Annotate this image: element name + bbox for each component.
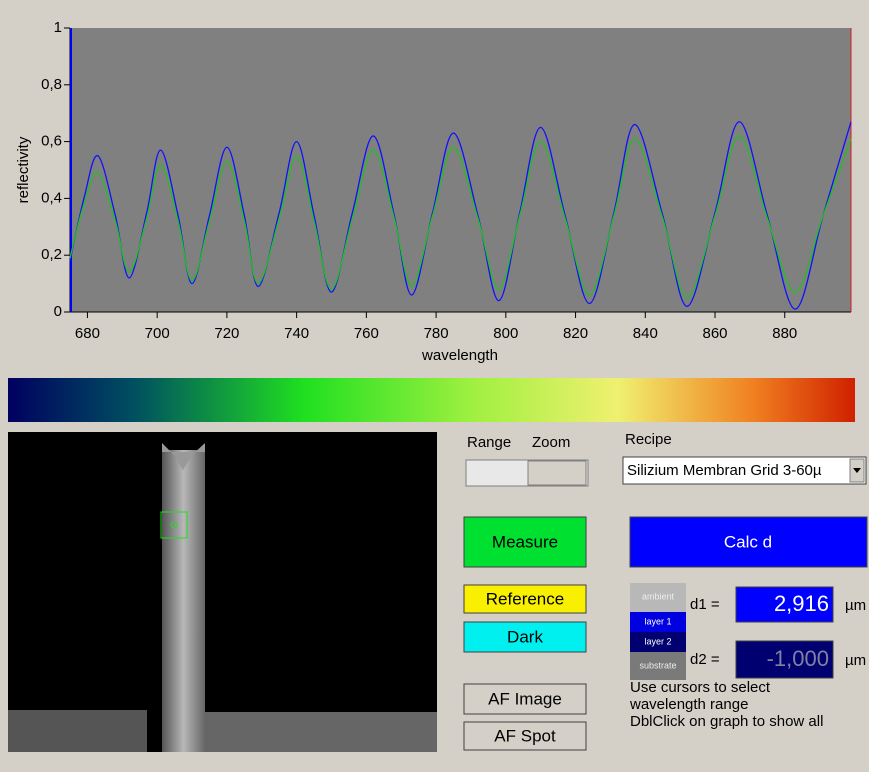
help-text: DblClick on graph to show all xyxy=(630,713,823,730)
x-tick-label: 880 xyxy=(772,325,797,342)
recipe-label: Recipe xyxy=(625,431,672,448)
y-tick-label: 0,4 xyxy=(41,189,62,206)
x-tick-label: 740 xyxy=(284,325,309,342)
d2-value: -1,000 xyxy=(767,646,829,671)
y-axis-label: reflectivity xyxy=(15,136,32,203)
frame-left xyxy=(8,710,147,752)
af-image-text: AF Image xyxy=(488,689,562,708)
help-text: wavelength range xyxy=(629,696,748,713)
camera-view xyxy=(8,432,437,752)
layer-label: layer 2 xyxy=(644,636,671,646)
y-tick-label: 0,6 xyxy=(41,133,62,150)
y-tick-label: 1 xyxy=(54,19,62,36)
zoom-label: Zoom xyxy=(532,434,570,451)
membrane xyxy=(162,450,205,752)
spectrum-bar xyxy=(8,378,855,422)
x-axis-label: wavelength xyxy=(421,347,498,364)
d1-value: 2,916 xyxy=(774,591,829,616)
x-tick-label: 860 xyxy=(703,325,728,342)
layer-label: layer 1 xyxy=(644,616,671,626)
camera-image xyxy=(8,432,437,752)
layer-label: substrate xyxy=(639,660,676,670)
calc-text: Calc d xyxy=(724,532,772,551)
frame-right xyxy=(205,712,437,752)
d2-label: d2 = xyxy=(690,651,720,668)
y-tick-label: 0,2 xyxy=(41,246,62,263)
x-tick-label: 720 xyxy=(214,325,239,342)
reference-text: Reference xyxy=(486,589,564,608)
measure-text: Measure xyxy=(492,532,558,551)
d2-unit: µm xyxy=(845,652,866,669)
slider-thumb[interactable] xyxy=(528,461,586,485)
y-tick-label: 0,8 xyxy=(41,76,62,93)
x-tick-label: 840 xyxy=(633,325,658,342)
layer-label: ambient xyxy=(642,591,675,601)
dark-text: Dark xyxy=(507,627,543,646)
d1-label: d1 = xyxy=(690,596,720,613)
x-tick-label: 760 xyxy=(354,325,379,342)
x-tick-label: 680 xyxy=(75,325,100,342)
x-tick-label: 820 xyxy=(563,325,588,342)
af-spot-text: AF Spot xyxy=(494,726,556,745)
recipe-value: Silizium Membran Grid 3-60µ xyxy=(627,462,822,479)
y-tick-label: 0 xyxy=(54,303,62,320)
x-tick-label: 780 xyxy=(424,325,449,342)
range-label: Range xyxy=(467,434,511,451)
x-tick-label: 700 xyxy=(145,325,170,342)
x-tick-label: 800 xyxy=(493,325,518,342)
d1-unit: µm xyxy=(845,597,866,614)
help-text: Use cursors to select xyxy=(630,679,771,696)
app-window: wavelength reflectivity Range Zoom Recip… xyxy=(0,0,869,772)
